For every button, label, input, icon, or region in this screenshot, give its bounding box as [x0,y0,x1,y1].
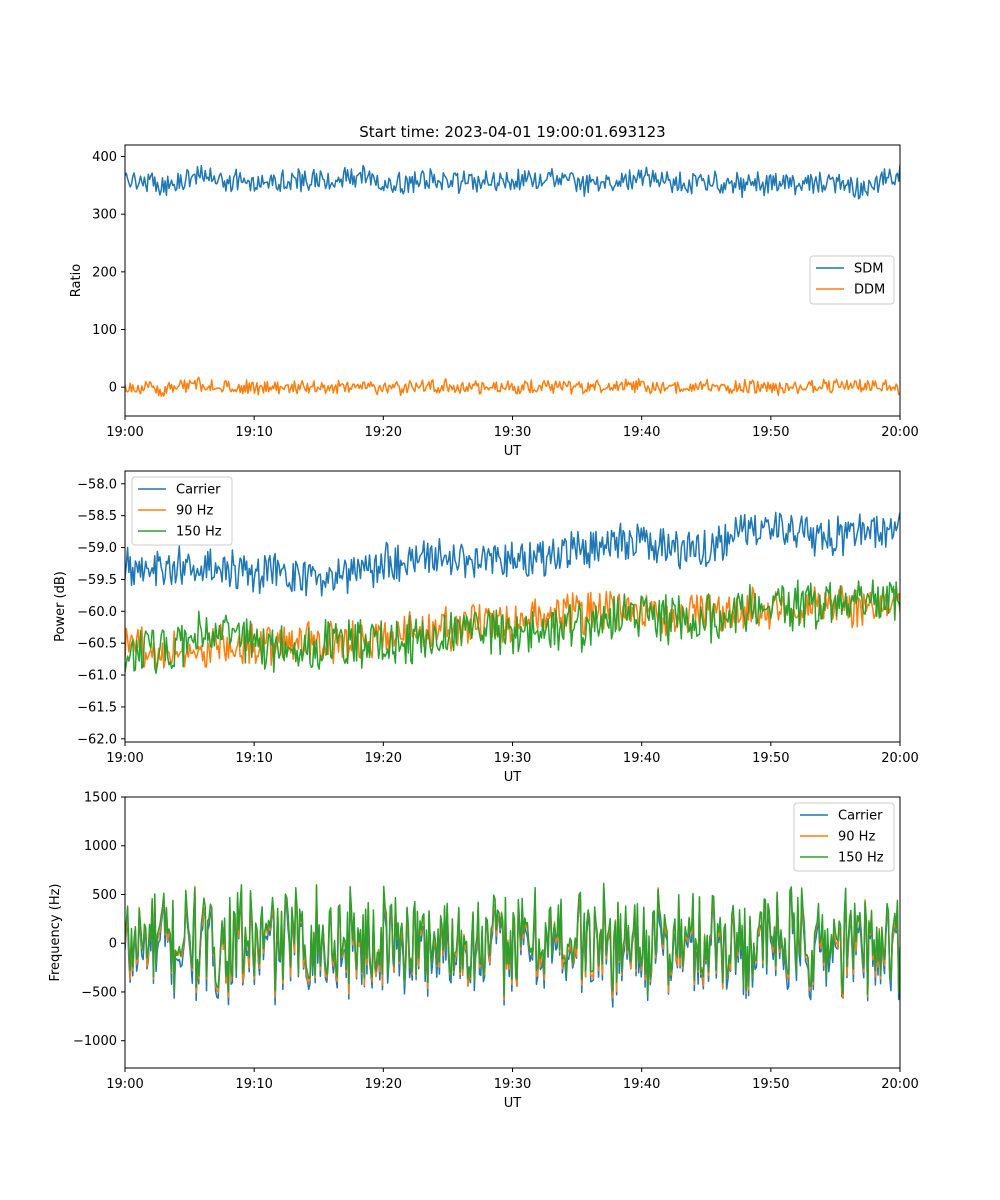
y-tick-label: 0 [109,381,117,396]
x-tick-label: 19:20 [365,425,402,440]
legend-label: 150 Hz [838,851,884,866]
x-tick-label: 19:50 [752,425,789,440]
x-axis-label: UT [504,1096,522,1111]
y-tick-label: 300 [92,208,117,223]
y-tick-label: −61.0 [77,669,117,684]
axes-frame [124,144,901,417]
series-line-carrier [125,511,900,597]
series-line-sdm [125,164,900,200]
y-axis-label: Frequency (Hz) [48,883,63,981]
y-tick-label: 200 [92,265,117,280]
legend: SDM DDM [809,255,895,305]
y-axis-label: Power (dB) [53,571,68,642]
series-line-150-hz [125,579,900,675]
series-group [125,882,900,1008]
chart-title: Start time: 2023-04-01 19:00:01.693123 [359,123,665,141]
legend: Carrier 90 Hz 150 Hz [131,476,233,546]
series-group [125,164,900,397]
y-tick-label: −59.5 [77,573,117,588]
x-tick-label: 19:10 [235,425,272,440]
legend-label: 90 Hz [838,830,875,845]
y-tick-label: 0 [109,937,117,952]
x-tick-label: 19:10 [235,1077,272,1092]
y-tick-label: −58.0 [77,477,117,492]
x-tick-label: 19:50 [752,1077,789,1092]
y-tick-label: −500 [81,985,117,1000]
x-tick-label: 19:40 [623,751,660,766]
legend-label: Carrier [838,809,883,824]
y-tick-label: −58.5 [77,509,117,524]
x-tick-label: 19:20 [365,1077,402,1092]
legend-label: SDM [854,262,883,277]
y-tick-label: 500 [92,888,117,903]
y-tick-label: 100 [92,323,117,338]
series-line-ddm [125,376,900,397]
y-tick-label: 1000 [84,839,117,854]
y-tick-label: −61.5 [77,700,117,715]
chart-panel-3: 19:00 19:10 19:20 19:30 19:40 19:50 20:00 −1000… [48,791,919,1112]
legend-box [131,476,233,546]
x-tick-label: 19:10 [235,751,272,766]
x-tick-label: 20:00 [881,425,918,440]
x-tick-label: 20:00 [881,751,918,766]
legend-label: 90 Hz [176,504,213,519]
legend-label: Carrier [176,483,221,498]
x-tick-label: 19:00 [106,1077,143,1092]
x-axis-label: UT [504,770,522,785]
x-tick-label: 19:30 [494,1077,531,1092]
y-tick-label: 400 [92,150,117,165]
x-tick-label: 19:50 [752,751,789,766]
chart-panel-1: 19:00 19:10 19:20 19:30 19:40 19:50 20:00 0 100 2… [69,123,919,459]
x-axis-label: UT [504,444,522,459]
y-tick-label: −60.5 [77,637,117,652]
x-tick-label: 19:30 [494,751,531,766]
series-line-150-hz [125,882,900,998]
y-axis-label: Ratio [69,264,84,297]
x-tick-label: 19:00 [106,751,143,766]
y-tick-label: −1000 [73,1034,117,1049]
series-group [125,511,900,675]
y-tick-label: −59.0 [77,541,117,556]
y-tick-label: −62.0 [77,732,117,747]
y-tick-label: −60.0 [77,605,117,620]
x-tick-label: 19:40 [623,425,660,440]
y-tick-label: 1500 [84,791,117,806]
x-tick-label: 19:00 [106,425,143,440]
chart-panel-2: 19:00 19:10 19:20 19:30 19:40 19:50 20:00 −62.0… [53,470,919,785]
legend-box [793,802,895,872]
legend-label: DDM [854,283,885,298]
legend: Carrier 90 Hz 150 Hz [793,802,895,872]
x-tick-label: 19:20 [365,751,402,766]
x-tick-label: 20:00 [881,1077,918,1092]
x-tick-label: 19:40 [623,1077,660,1092]
legend-label: 150 Hz [176,525,222,540]
x-tick-label: 19:30 [494,425,531,440]
